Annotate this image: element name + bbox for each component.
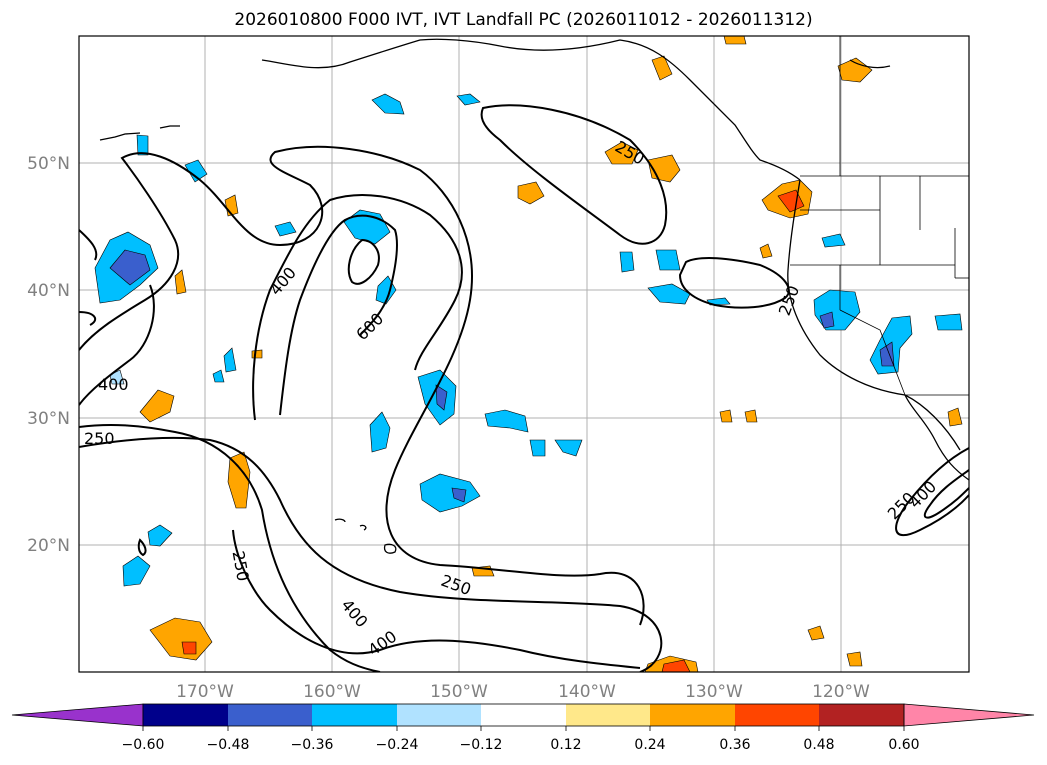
neg-blob <box>212 369 225 383</box>
pos-blob <box>807 625 825 641</box>
colorbar-label: −0.24 <box>376 737 419 753</box>
lat-label: 40°N <box>27 281 70 301</box>
lon-label: 160°W <box>303 682 361 702</box>
colorbar-label: −0.60 <box>122 737 165 753</box>
neg-blob <box>934 313 963 331</box>
neg-blob <box>529 439 546 457</box>
colorbar-segment <box>143 704 228 726</box>
map-panel: 400 250 400 600 250 250 250 400 250 400 … <box>79 36 969 672</box>
neg-blob <box>484 409 529 433</box>
colorbar-segment <box>735 704 819 726</box>
colorbar-segment <box>566 704 650 726</box>
colorbar-high-extend <box>903 703 1035 727</box>
neg-blob <box>819 311 835 329</box>
pos-blob <box>723 36 747 45</box>
colorbar-label: −0.36 <box>291 737 334 753</box>
pos-blob <box>744 409 758 423</box>
contour-label: 400 <box>98 375 129 394</box>
pos-blob <box>837 57 873 83</box>
neg-blob <box>647 283 691 305</box>
pos-blob <box>139 389 175 423</box>
neg-blob <box>109 249 151 286</box>
colorbar-label: 0.24 <box>634 737 665 753</box>
lat-label: 50°N <box>27 154 70 174</box>
colorbar-segment <box>819 704 904 726</box>
neg-blob <box>147 524 173 547</box>
lon-label: 120°W <box>812 682 870 702</box>
neg-blob <box>136 134 149 156</box>
coastlines <box>99 38 969 554</box>
pos-blob <box>759 243 773 259</box>
colorbar-low-extend <box>11 703 144 727</box>
neg-blob <box>184 159 208 183</box>
lon-label: 140°W <box>558 682 616 702</box>
neg-blob <box>122 555 151 587</box>
colorbar-label: 0.12 <box>550 737 581 753</box>
pos-blob <box>947 407 963 427</box>
lon-label: 150°W <box>430 682 488 702</box>
pos-blob <box>181 641 197 655</box>
pos-blob <box>517 181 545 205</box>
lat-label: 20°N <box>27 536 70 556</box>
colorbar-label: 0.60 <box>888 737 919 753</box>
pos-blob <box>227 451 251 509</box>
neg-blob <box>821 233 846 248</box>
colorbar-segment <box>312 704 397 726</box>
pos-blob <box>251 349 263 359</box>
longitude-labels: 170°W 160°W 150°W 140°W 130°W 120°W <box>176 682 870 702</box>
colorbar-segment <box>650 704 735 726</box>
colorbar-label: 0.36 <box>719 737 750 753</box>
neg-blob <box>554 439 583 457</box>
colorbar-label: −0.48 <box>207 737 250 753</box>
neg-blob <box>435 384 448 411</box>
borders <box>790 36 969 396</box>
map-title: 2026010800 F000 IVT, IVT Landfall PC (20… <box>234 10 813 30</box>
ivt-contours <box>79 104 969 672</box>
neg-blob <box>371 93 405 115</box>
contour-label: 250 <box>84 429 115 448</box>
pos-blob <box>719 409 733 423</box>
pos-blob <box>174 269 187 295</box>
lat-label: 30°N <box>27 409 70 429</box>
colorbar-label: −0.12 <box>460 737 503 753</box>
neg-blob <box>223 347 237 373</box>
lon-label: 130°W <box>685 682 743 702</box>
pos-blob <box>661 659 691 672</box>
pos-blob <box>149 617 213 661</box>
colorbar-segment <box>228 704 312 726</box>
neg-blob <box>619 251 635 273</box>
colorbar-segment <box>481 704 566 726</box>
neg-blob <box>369 411 391 453</box>
neg-blob <box>655 249 681 271</box>
neg-blob <box>451 487 467 503</box>
neg-blob <box>419 473 481 513</box>
lon-label: 170°W <box>176 682 234 702</box>
pos-blob <box>846 651 863 667</box>
pos-blob <box>604 141 639 165</box>
colorbar: −0.60 −0.48 −0.36 −0.24 −0.12 0.12 0.24 … <box>11 703 1035 753</box>
latitude-labels: 50°N 40°N 30°N 20°N <box>27 154 70 556</box>
colorbar-segment <box>397 704 481 726</box>
neg-blob <box>274 221 297 237</box>
colorbar-label: 0.48 <box>803 737 834 753</box>
map-frame <box>78 35 970 673</box>
pos-blob <box>651 55 673 81</box>
neg-blob <box>456 93 481 106</box>
